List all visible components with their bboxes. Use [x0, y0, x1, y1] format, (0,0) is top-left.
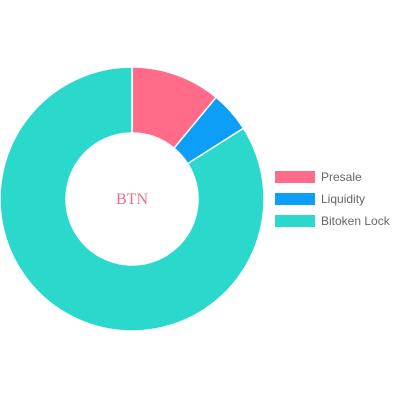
legend-item-bitoken-lock[interactable]: Bitoken Lock: [275, 213, 390, 228]
legend-label: Bitoken Lock: [321, 213, 390, 228]
legend-label: Presale: [321, 169, 362, 184]
legend-swatch: [275, 214, 315, 227]
legend-label: Liquidity: [321, 191, 366, 206]
doughnut-slices: [0, 66, 265, 332]
legend-item-presale[interactable]: Presale: [275, 169, 390, 184]
center-label: BTN: [116, 191, 148, 208]
legend-swatch: [275, 170, 315, 183]
legend-item-liquidity[interactable]: Liquidity: [275, 191, 390, 206]
slice-bitoken-lock[interactable]: [0, 66, 265, 332]
legend: Presale Liquidity Bitoken Lock: [275, 169, 390, 228]
legend-swatch: [275, 192, 315, 205]
